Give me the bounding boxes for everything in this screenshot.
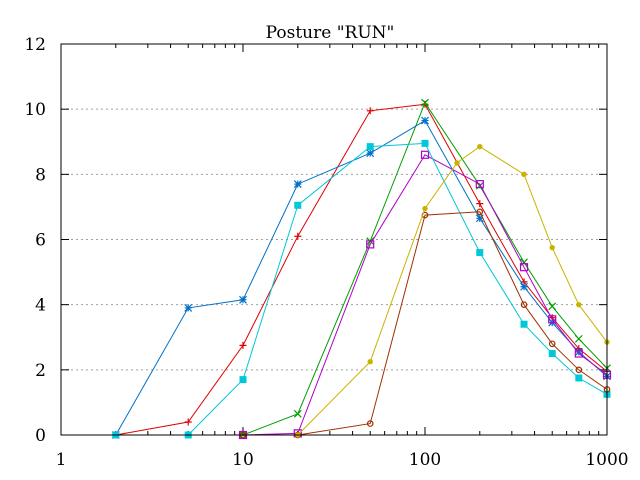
data-point-marker: [239, 376, 247, 384]
data-point-marker: [366, 107, 374, 115]
y-tick-label: 12: [24, 35, 46, 55]
axes: 0 2 4 6 8 10 12 1 10 100 1000: [24, 35, 628, 470]
data-point-marker: [520, 301, 528, 308]
y-tick-label: 4: [35, 296, 46, 316]
data-point-marker: [421, 139, 429, 147]
y-tick-label: 10: [24, 100, 46, 120]
data-point-marker: [575, 374, 583, 382]
series-layer: [111, 98, 612, 440]
y-tick-label: 8: [35, 165, 46, 185]
chart-title: Posture "RUN": [266, 23, 395, 43]
series-line: [297, 145, 608, 436]
data-point-marker: [366, 149, 375, 158]
data-point-marker: [476, 249, 484, 257]
series-line: [115, 119, 608, 436]
data-point-marker: [422, 205, 428, 212]
data-point-marker: [420, 150, 430, 159]
series-line: [242, 101, 608, 436]
plot-frame: [60, 43, 608, 436]
data-point-marker: [239, 295, 247, 304]
series-line: [242, 154, 608, 436]
x-tick-label: 10: [232, 450, 254, 470]
data-point-marker: [548, 350, 556, 358]
data-point-marker: [520, 320, 528, 328]
data-point-marker: [366, 143, 374, 151]
x-tick-label: 100: [409, 450, 441, 470]
data-point-marker: [477, 143, 483, 150]
data-point-marker: [475, 180, 484, 189]
data-point-marker: [575, 366, 583, 374]
series-3: [111, 116, 611, 439]
data-point-marker: [367, 358, 373, 365]
data-point-marker: [520, 258, 528, 267]
data-point-marker: [548, 340, 556, 348]
grid-lines: [61, 108, 607, 371]
data-point-marker: [454, 160, 460, 166]
series-1: [112, 100, 611, 439]
data-point-marker: [476, 200, 484, 208]
series-4: [238, 150, 612, 440]
series-7: [295, 143, 610, 438]
data-point-marker: [293, 409, 302, 418]
data-point-marker: [475, 214, 484, 223]
data-point-marker: [548, 315, 557, 324]
data-point-marker: [548, 302, 557, 311]
data-point-marker: [239, 341, 247, 349]
data-point-marker: [574, 347, 583, 356]
data-point-marker: [421, 98, 429, 107]
data-point-marker: [520, 282, 528, 291]
data-point-marker: [184, 418, 192, 426]
data-point-marker: [476, 208, 484, 216]
data-point-marker: [366, 240, 375, 249]
data-point-marker: [519, 263, 529, 272]
data-point-marker: [184, 304, 193, 312]
data-point-marker: [574, 349, 583, 358]
data-point-marker: [549, 244, 555, 251]
data-point-marker: [293, 180, 302, 189]
data-point-marker: [421, 116, 429, 125]
x-tick-label: 1000: [585, 450, 628, 470]
y-tick-label: 2: [35, 361, 46, 381]
data-point-marker: [366, 420, 374, 427]
y-tick-label: 0: [35, 426, 46, 446]
y-tick-label: 6: [35, 231, 46, 251]
series-line: [115, 142, 608, 436]
x-tick-label: 1: [56, 450, 67, 470]
series-line: [243, 211, 608, 436]
data-point-marker: [294, 201, 302, 209]
data-point-marker: [574, 334, 583, 343]
data-point-marker: [576, 301, 582, 308]
data-point-marker: [521, 171, 527, 178]
series-2: [239, 98, 611, 439]
data-point-marker: [294, 232, 302, 240]
